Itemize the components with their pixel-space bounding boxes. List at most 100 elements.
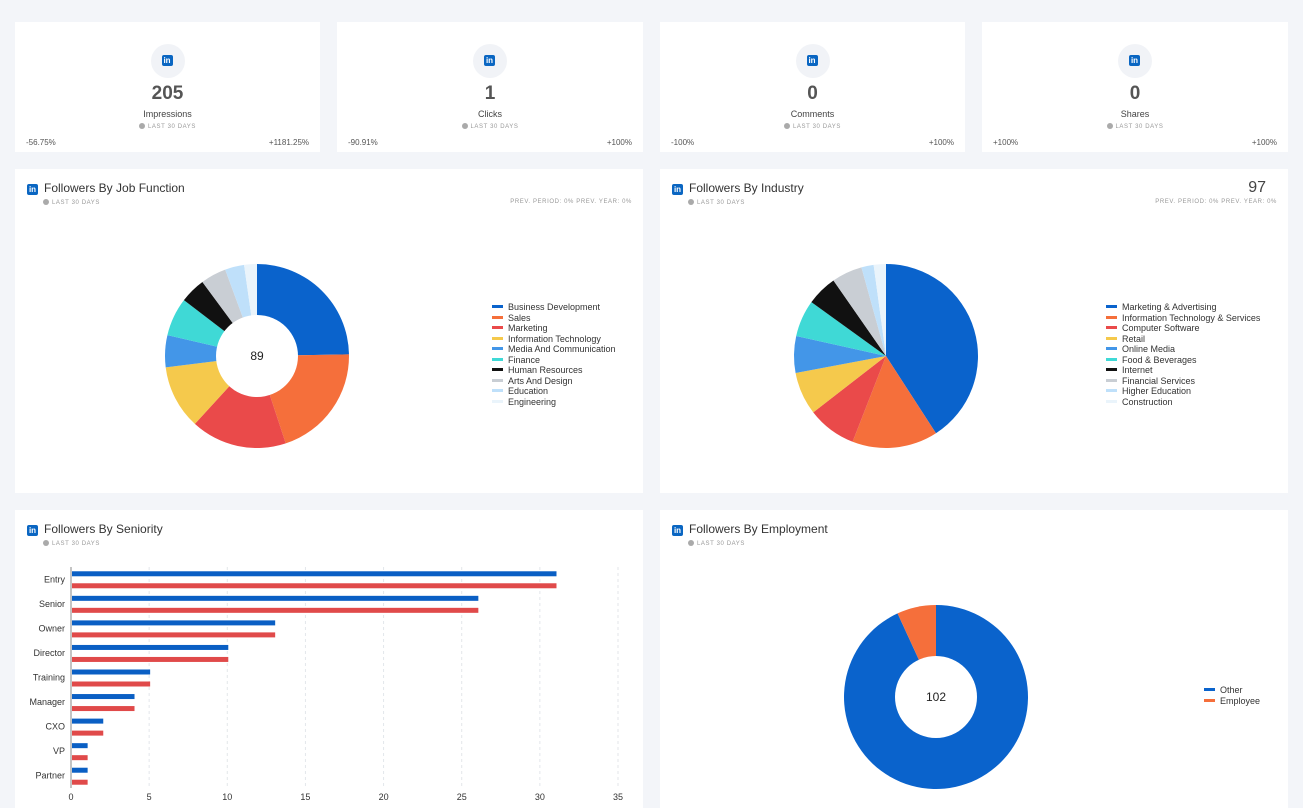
pie-slice[interactable] bbox=[852, 356, 936, 448]
legend-label: Finance bbox=[508, 354, 541, 365]
linkedin-icon: in bbox=[806, 55, 818, 66]
pie-slice[interactable] bbox=[813, 356, 886, 442]
employment-card: in Followers By Employment LAST 30 DAYS 1… bbox=[660, 510, 1288, 808]
linkedin-icon: in bbox=[1129, 55, 1140, 66]
legend-item[interactable]: Human Resources bbox=[492, 365, 616, 376]
y-tick-label: Director bbox=[33, 648, 65, 658]
legend-label: Higher Education bbox=[1122, 386, 1192, 396]
card-period: LAST 30 DAYS bbox=[688, 199, 745, 206]
legend-item[interactable]: Computer Software bbox=[1106, 323, 1260, 334]
legend-label: Education bbox=[508, 386, 549, 396]
legend-label: Information Technology bbox=[508, 333, 601, 344]
industry-pie-chart bbox=[794, 264, 978, 448]
legend-item[interactable]: Finance bbox=[492, 355, 616, 366]
pie-slice[interactable] bbox=[795, 356, 886, 413]
legend-item[interactable]: Marketing bbox=[492, 323, 616, 334]
globe-icon bbox=[43, 540, 49, 546]
legend-swatch bbox=[492, 389, 503, 392]
legend-swatch bbox=[1106, 389, 1117, 392]
bar[interactable] bbox=[72, 755, 88, 761]
legend-item[interactable]: Arts And Design bbox=[492, 376, 616, 387]
card-title: in Followers By Job Function bbox=[27, 181, 185, 195]
legend-item[interactable]: Online Media bbox=[1106, 344, 1260, 355]
globe-icon bbox=[688, 540, 694, 546]
bar[interactable] bbox=[72, 571, 557, 577]
donut-center-label: 89 bbox=[250, 349, 264, 363]
seniority-card: in Followers By Seniority LAST 30 DAYS 0 5… bbox=[15, 510, 643, 808]
pie-slice[interactable] bbox=[811, 280, 886, 356]
legend-label: Arts And Design bbox=[508, 375, 573, 386]
card-period: LAST 30 DAYS bbox=[688, 540, 745, 547]
pie-slice[interactable] bbox=[794, 335, 886, 373]
legend-swatch bbox=[1106, 326, 1117, 329]
legend-item[interactable]: Media And Communication bbox=[492, 344, 616, 355]
legend-item[interactable]: Construction bbox=[1106, 397, 1260, 408]
bar[interactable] bbox=[72, 632, 276, 638]
pie-slice[interactable] bbox=[833, 267, 886, 356]
globe-icon bbox=[139, 123, 145, 129]
legend-swatch bbox=[1204, 698, 1215, 702]
industry-legend: Marketing & Advertising Information Techn… bbox=[1106, 302, 1260, 407]
legend-item[interactable]: Engineering bbox=[492, 397, 616, 408]
legend-swatch bbox=[492, 368, 503, 371]
bar[interactable] bbox=[72, 644, 229, 650]
legend-swatch bbox=[1106, 336, 1117, 340]
legend-swatch bbox=[492, 347, 503, 350]
bar[interactable] bbox=[72, 656, 229, 662]
bar[interactable] bbox=[72, 681, 151, 687]
bar[interactable] bbox=[72, 669, 151, 675]
bar[interactable] bbox=[72, 706, 135, 712]
legend-item[interactable]: Marketing & Advertising bbox=[1106, 302, 1260, 313]
kpi-period: LAST 30 DAYS bbox=[660, 123, 965, 130]
legend-item[interactable]: Sales bbox=[492, 313, 616, 324]
legend-swatch bbox=[1204, 688, 1215, 691]
legend-label: Employee bbox=[1220, 695, 1261, 706]
legend-item[interactable]: Employee bbox=[1204, 696, 1260, 707]
legend-label: Engineering bbox=[508, 396, 557, 407]
pie-slice[interactable] bbox=[861, 264, 886, 356]
legend-swatch bbox=[1106, 399, 1117, 403]
y-tick-label: Manager bbox=[29, 697, 65, 707]
globe-icon bbox=[43, 199, 49, 205]
legend-item[interactable]: Food & Beverages bbox=[1106, 355, 1260, 366]
legend-item[interactable]: Information Technology & Services bbox=[1106, 313, 1260, 324]
legend-label: Construction bbox=[1122, 396, 1173, 407]
x-tick-label: 30 bbox=[535, 792, 545, 802]
legend-swatch bbox=[1106, 315, 1117, 319]
bar[interactable] bbox=[72, 607, 479, 613]
pie-slice[interactable] bbox=[796, 302, 886, 356]
legend-item[interactable]: Business Development bbox=[492, 302, 616, 313]
legend-item[interactable]: Retail bbox=[1106, 334, 1260, 345]
legend-label: Information Technology & Services bbox=[1122, 312, 1261, 323]
legend-item[interactable]: Other bbox=[1204, 685, 1260, 696]
industry-card: in Followers By Industry 97 LAST 30 DAYS … bbox=[660, 169, 1288, 493]
y-tick-label: Owner bbox=[38, 623, 65, 633]
bar[interactable] bbox=[72, 767, 88, 773]
bar[interactable] bbox=[72, 730, 104, 736]
pie-slice[interactable] bbox=[165, 335, 257, 368]
linkedin-icon: in bbox=[27, 525, 38, 536]
job-function-card: in Followers By Job Function LAST 30 DAYS… bbox=[15, 169, 643, 493]
legend-item[interactable]: Education bbox=[492, 386, 616, 397]
bar[interactable] bbox=[72, 595, 479, 601]
bar[interactable] bbox=[72, 718, 104, 724]
bar[interactable] bbox=[72, 620, 276, 626]
linkedin-icon-badge: in bbox=[1118, 44, 1152, 78]
legend-swatch bbox=[492, 305, 503, 308]
seniority-bar-chart: 0 5 10 15 20 25 30 35 Entry Senior Owner Director Tr… bbox=[29, 567, 623, 802]
pie-slice[interactable] bbox=[873, 264, 886, 356]
bar[interactable] bbox=[72, 743, 88, 749]
legend-item[interactable]: Internet bbox=[1106, 365, 1260, 376]
pie-slice[interactable] bbox=[886, 264, 978, 434]
legend-swatch bbox=[1106, 357, 1117, 361]
kpi-value: 0 bbox=[807, 83, 818, 104]
legend-item[interactable]: Higher Education bbox=[1106, 386, 1260, 397]
y-tick-label: Partner bbox=[35, 771, 65, 781]
bar[interactable] bbox=[72, 583, 557, 589]
legend-item[interactable]: Information Technology bbox=[492, 334, 616, 345]
legend-swatch bbox=[492, 336, 503, 340]
legend-item[interactable]: Financial Services bbox=[1106, 376, 1260, 387]
kpi-value: 205 bbox=[151, 83, 184, 104]
bar[interactable] bbox=[72, 694, 135, 700]
bar[interactable] bbox=[72, 779, 88, 785]
